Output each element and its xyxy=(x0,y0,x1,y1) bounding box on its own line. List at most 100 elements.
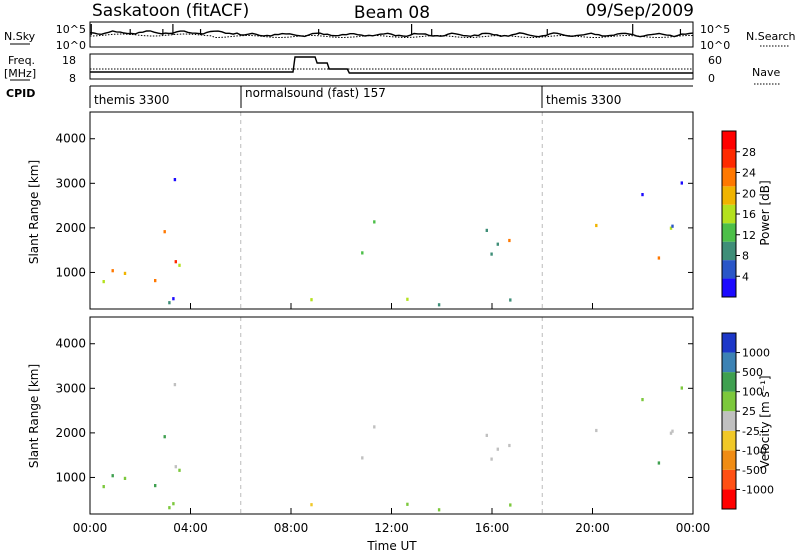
velocity-cell xyxy=(111,474,114,478)
velocity-cell xyxy=(102,485,105,489)
power-colorbar-tick-label: 24 xyxy=(742,167,756,180)
velocity-cell xyxy=(163,435,166,439)
velocity-cell xyxy=(168,506,171,510)
y-tick-label: 2000 xyxy=(55,426,86,440)
power-cell xyxy=(595,223,598,228)
power-cell xyxy=(361,251,364,255)
velocity-colorbar: 1000 500 100 25 -25 -100 -500 -1000 xyxy=(721,332,774,510)
nsearch-tick-bottom: 10^0 xyxy=(700,39,730,52)
power-cell xyxy=(671,224,674,228)
power-cell xyxy=(102,280,105,284)
velocity-yticks: 1000 2000 3000 4000 xyxy=(55,337,693,484)
power-colorbar-label: Power [dB] xyxy=(758,180,772,245)
power-cell xyxy=(657,256,661,260)
velocity-cell xyxy=(174,465,177,469)
velocity-colorbar-tick-label: -25 xyxy=(742,425,760,438)
power-colorbar-swatch xyxy=(722,167,736,187)
velocity-cell xyxy=(172,502,175,506)
date-title: 09/Sep/2009 xyxy=(586,1,694,21)
velocity-cell xyxy=(437,508,441,512)
velocity-colorbar-swatch xyxy=(722,352,736,373)
velocity-colorbar-tick-label: 25 xyxy=(742,405,756,418)
cpid-label: CPID xyxy=(6,87,35,100)
power-colorbar-tick-label: 4 xyxy=(742,270,749,283)
velocity-colorbar-tick-label: 100 xyxy=(742,386,763,399)
y-tick-label: 4000 xyxy=(55,132,86,146)
power-colorbar-swatch xyxy=(722,223,736,242)
freq-panel-frame xyxy=(89,53,694,80)
velocity-colorbar-label: Velocity [m s⁻¹] xyxy=(758,375,772,468)
power-panel-frame xyxy=(89,111,694,310)
velocity-colorbar-swatch xyxy=(722,430,736,451)
x-tick-label: 12:00 xyxy=(374,521,409,535)
velocity-cell xyxy=(485,433,488,437)
cpid-segment-1: themis 3300 xyxy=(94,93,169,107)
power-cell xyxy=(154,279,157,283)
x-tick-label: 00:00 xyxy=(73,521,108,535)
power-cell xyxy=(123,271,127,275)
power-colorbar-swatch xyxy=(722,204,736,224)
nave-label: Nave xyxy=(752,66,780,79)
x-axis-ticks: 00:00 04:00 08:00 12:00 16:00 20:00 00:00 xyxy=(73,303,711,535)
freq-tick-top: 18 xyxy=(62,54,76,67)
velocity-colorbar-swatch xyxy=(722,372,736,392)
power-cell xyxy=(373,220,376,224)
power-colorbar-swatch xyxy=(722,131,736,150)
velocity-panel-frame xyxy=(89,316,694,515)
power-colorbar-tick-label: 16 xyxy=(742,208,756,221)
velocity-cell xyxy=(496,447,499,451)
power-cell xyxy=(174,260,177,264)
velocity-cell xyxy=(406,502,409,506)
y-tick-label: 3000 xyxy=(55,176,86,190)
station-title: Saskatoon (fitACF) xyxy=(92,1,249,21)
power-colorbar-swatch xyxy=(722,260,736,279)
nsearch-tick-top: 10^5 xyxy=(700,23,730,36)
power-colorbar-tick-label: 28 xyxy=(742,146,756,159)
power-yticks: 1000 2000 3000 4000 xyxy=(55,132,693,279)
y-tick-label: 2000 xyxy=(55,221,86,235)
freq-unit: [MHz] xyxy=(4,67,36,80)
velocity-cell xyxy=(508,443,511,448)
velocity-colorbar-swatch xyxy=(722,489,736,509)
x-tick-label: 20:00 xyxy=(575,521,610,535)
power-colorbar-tick-label: 12 xyxy=(742,229,756,242)
velocity-heatmap xyxy=(102,383,683,512)
velocity-cell xyxy=(680,386,683,390)
power-cell xyxy=(490,252,493,256)
velocity-cell xyxy=(373,425,376,429)
nsky-spikes xyxy=(90,24,682,35)
power-colorbar-swatch xyxy=(722,186,736,205)
velocity-colorbar-tick-label: -500 xyxy=(742,464,767,477)
x-tick-label: 00:00 xyxy=(676,521,711,535)
power-colorbar-tick-label: 8 xyxy=(742,250,749,263)
velocity-colorbar-frame xyxy=(721,332,737,510)
freq-tick-bottom: 8 xyxy=(69,72,76,85)
nsky-panel-frame xyxy=(89,21,694,48)
velocity-colorbar-swatch xyxy=(722,450,736,470)
x-axis-label: Time UT xyxy=(366,539,417,553)
nsky-tick-top: 10^5 xyxy=(56,23,86,36)
power-cell xyxy=(168,301,171,305)
y-tick-label: 1000 xyxy=(55,265,86,279)
velocity-cell xyxy=(509,503,512,507)
freq-label: Freq. xyxy=(8,54,35,67)
power-cell xyxy=(496,242,499,246)
nsearch-trace xyxy=(89,33,693,39)
velocity-cell xyxy=(595,428,598,433)
velocity-cell xyxy=(669,431,673,435)
power-guides xyxy=(240,112,543,309)
y-tick-label: 1000 xyxy=(55,470,86,484)
nsky-tick-bottom: 10^0 xyxy=(56,39,86,52)
power-colorbar-swatch xyxy=(722,241,736,261)
velocity-colorbar-tick-label: -100 xyxy=(742,444,767,457)
velocity-guides xyxy=(240,317,543,514)
velocity-cell xyxy=(657,461,661,465)
power-cell xyxy=(485,228,488,232)
velocity-colorbar-swatch xyxy=(722,333,736,353)
power-cell xyxy=(178,263,181,267)
nsky-trace xyxy=(89,30,694,38)
velocity-colorbar-swatch xyxy=(722,411,736,431)
velocity-cell xyxy=(310,503,313,507)
velocity-cell xyxy=(173,383,177,387)
velocity-colorbar-swatch xyxy=(722,469,736,490)
